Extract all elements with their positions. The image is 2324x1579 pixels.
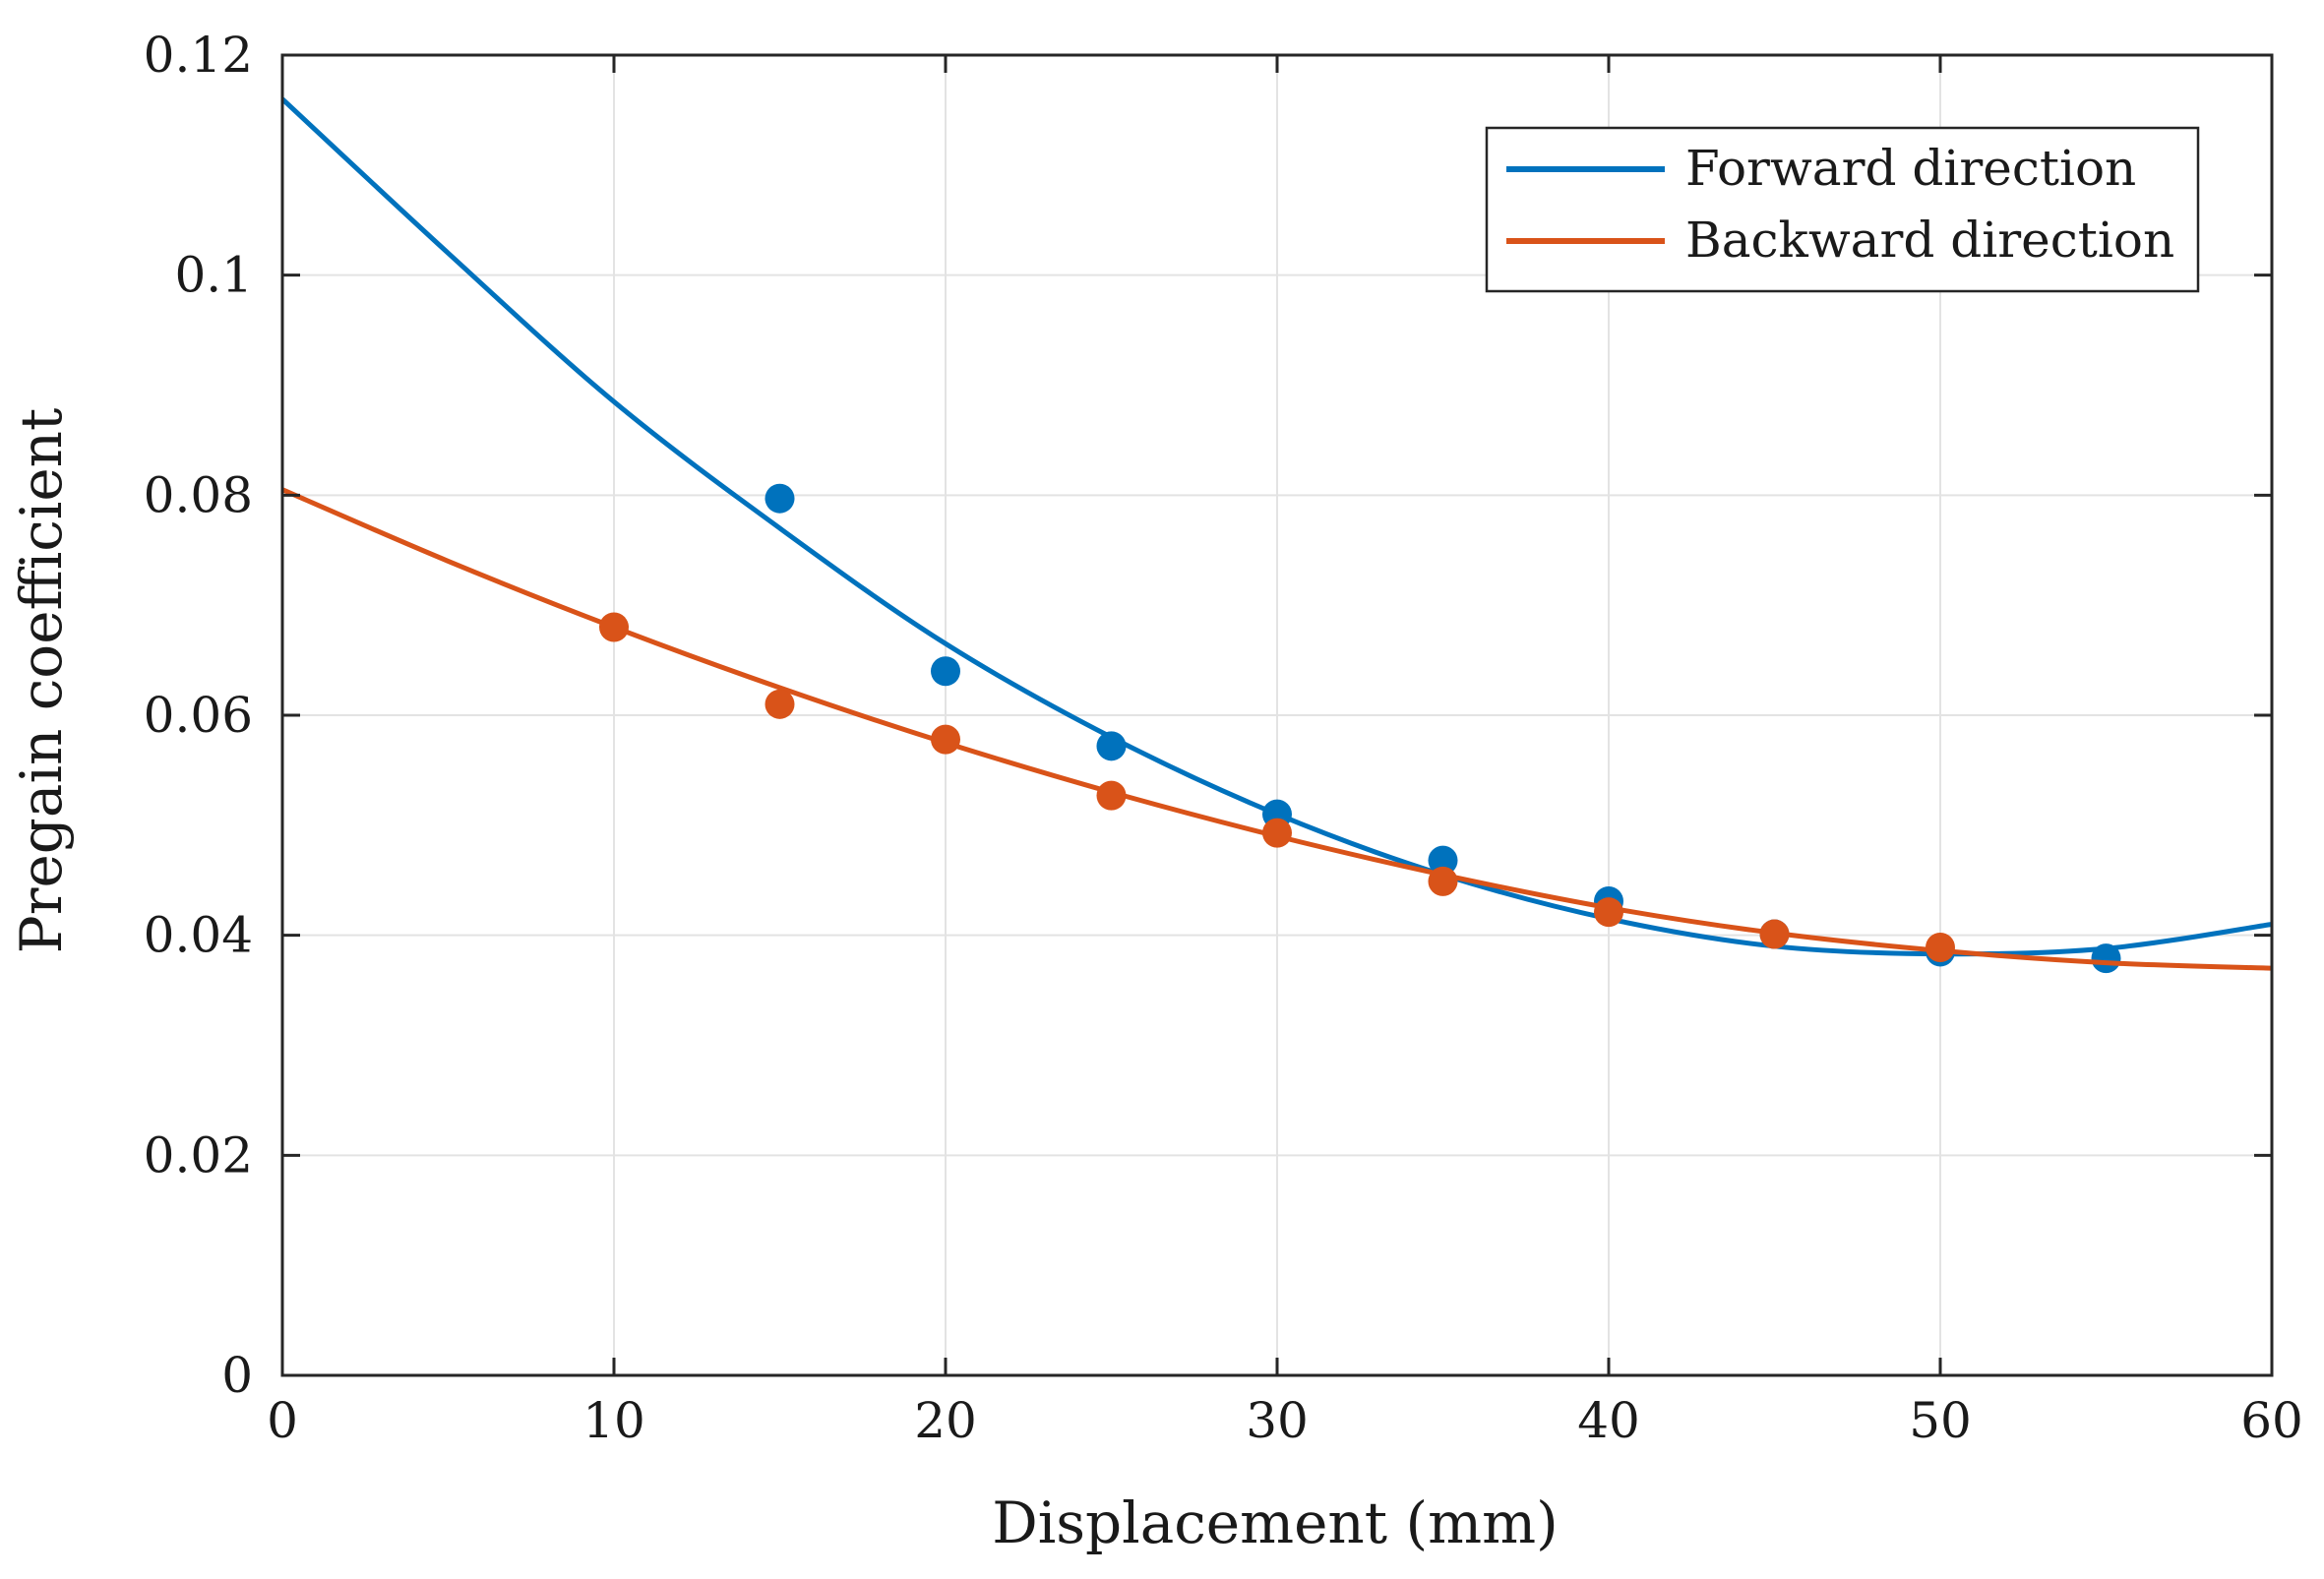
data-point-backward bbox=[1262, 818, 1292, 848]
legend: Forward direction Backward direction bbox=[1485, 126, 2200, 293]
tick-labels: 0 10 20 30 40 50 60 0 0.02 0.04 0.06 0.08 0.1 0.12 bbox=[144, 27, 2303, 1449]
y-tick-label: 0 bbox=[221, 1347, 253, 1404]
x-tick-label: 40 bbox=[1577, 1392, 1640, 1449]
data-point-backward bbox=[1594, 897, 1623, 928]
data-point-backward bbox=[1096, 780, 1127, 811]
data-point-backward bbox=[1759, 919, 1790, 949]
y-tick-label: 0.04 bbox=[144, 907, 253, 964]
y-tick-label: 0.08 bbox=[144, 466, 253, 523]
plot-series bbox=[280, 96, 2273, 974]
y-tick-label: 0.06 bbox=[144, 687, 253, 744]
x-tick-label: 20 bbox=[914, 1392, 977, 1449]
legend-box bbox=[1485, 126, 2200, 293]
data-point-forward bbox=[1428, 845, 1458, 876]
x-axis-label: Displacement (mm) bbox=[992, 1489, 1559, 1556]
legend-label-forward: Forward direction bbox=[1685, 140, 2136, 197]
y-tick-label: 0.02 bbox=[144, 1126, 253, 1184]
y-tick-label: 0.12 bbox=[144, 27, 253, 84]
data-point-backward bbox=[1926, 932, 1955, 962]
x-tick-label: 60 bbox=[2240, 1392, 2303, 1449]
axes bbox=[280, 53, 2274, 1377]
legend-label-backward: Backward direction bbox=[1685, 212, 2174, 269]
x-tick-label: 0 bbox=[267, 1392, 298, 1449]
data-point-backward bbox=[1428, 866, 1458, 896]
data-point-backward bbox=[599, 612, 629, 642]
data-point-forward bbox=[1096, 731, 1127, 761]
series-backward bbox=[281, 487, 2273, 971]
x-tick-label: 50 bbox=[1909, 1392, 1972, 1449]
data-point-forward bbox=[2091, 943, 2121, 974]
data-point-backward bbox=[931, 724, 960, 755]
x-tick-label: 10 bbox=[582, 1392, 645, 1449]
data-point-forward bbox=[931, 656, 960, 687]
x-tick-label: 30 bbox=[1246, 1392, 1309, 1449]
y-tick-label: 0.1 bbox=[174, 247, 253, 304]
data-point-backward bbox=[764, 689, 795, 719]
data-point-forward bbox=[764, 483, 795, 514]
y-axis-label: Pregain coefficient bbox=[8, 408, 75, 954]
